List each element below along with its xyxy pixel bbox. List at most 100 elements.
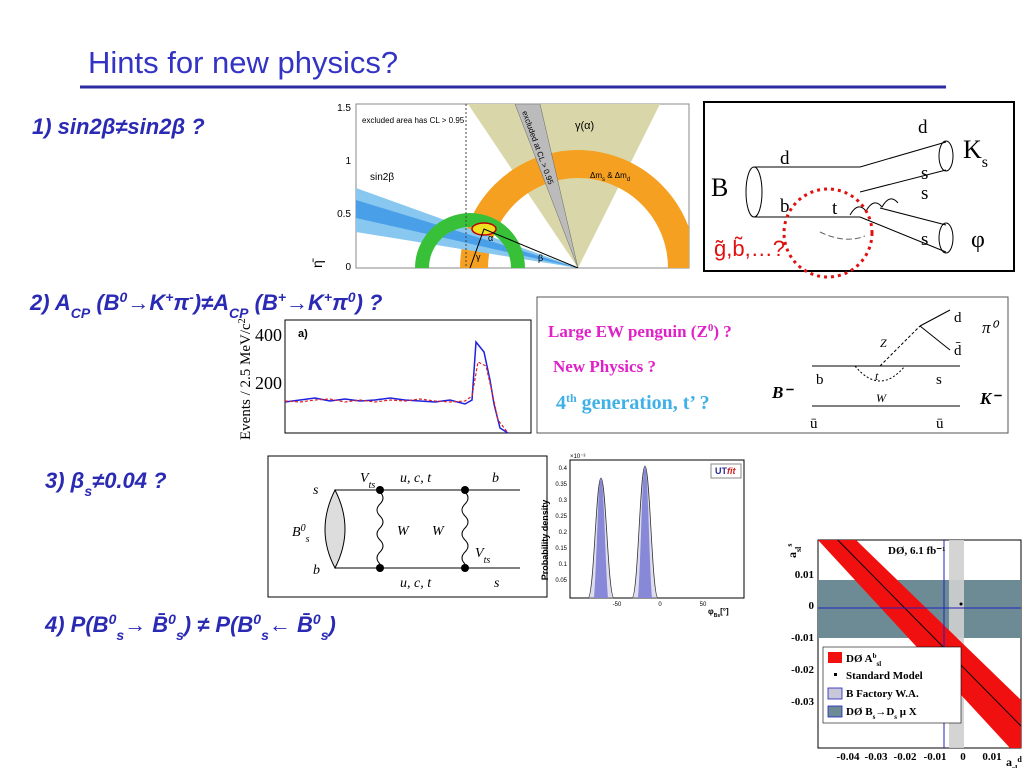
label: Vts — [360, 471, 375, 491]
circle-shape — [461, 486, 469, 494]
text-part: ) ? — [713, 322, 731, 341]
tick-label: 0.05 — [555, 578, 567, 584]
text-part: B — [292, 525, 301, 540]
label: b — [313, 563, 320, 578]
label: π⁰ — [982, 318, 1000, 337]
label: Large EW penguin (Z0) ? — [548, 322, 732, 341]
tick-label: 0 — [658, 602, 662, 608]
label: s — [921, 183, 928, 204]
text-part: 0 — [168, 611, 176, 627]
tick-label: -0.02 — [894, 751, 917, 763]
path-shape — [594, 478, 608, 598]
label: α — [488, 233, 493, 243]
text-part: → — [124, 612, 152, 637]
label: t — [875, 369, 879, 383]
axis-label: asls — [785, 544, 803, 558]
text-part: 0 — [120, 289, 128, 305]
rect-shape — [267, 455, 548, 598]
label: B — [711, 173, 728, 202]
text-part: d — [1017, 755, 1022, 764]
text-part: 3) β — [45, 468, 84, 493]
line-shape — [879, 207, 947, 226]
tick-label: -0.02 — [791, 664, 814, 676]
text-part: B̄ — [152, 612, 168, 637]
legend-entry: B Factory W.A. — [846, 688, 919, 700]
label: K⁻ — [979, 389, 1002, 408]
label: b — [492, 471, 499, 486]
polyline-shape — [284, 361, 509, 434]
circle-shape — [376, 564, 384, 572]
text-part: UT — [715, 466, 727, 476]
path-shape — [819, 231, 866, 240]
histogram-figure: 400 200 Events / 2.5 MeV/c2 a) — [237, 318, 532, 440]
line-shape — [859, 216, 947, 253]
polyline-shape — [469, 228, 579, 268]
rect-shape — [822, 646, 962, 724]
text-part: DØ A — [846, 653, 873, 665]
label: s — [921, 163, 928, 184]
text-part: →K — [286, 290, 326, 315]
polygon-shape — [514, 104, 579, 268]
text-part: b — [873, 652, 877, 660]
text-part: s — [306, 534, 310, 545]
line-shape — [919, 309, 951, 327]
label: φ — [971, 227, 985, 253]
slide-title: Hints for new physics? — [88, 45, 398, 80]
text-part: s — [894, 713, 897, 721]
tick-label: 200 — [255, 373, 282, 393]
line-shape — [859, 169, 947, 193]
tick-label: 0.15 — [555, 546, 567, 552]
ellipse-shape — [938, 222, 954, 254]
text-part: s — [176, 627, 184, 643]
text-part: Bs — [714, 613, 721, 619]
polyline-shape — [284, 340, 509, 434]
axis-label: η̄ — [309, 258, 325, 268]
tick-label: 0.01 — [795, 569, 814, 581]
text-part: φ — [708, 607, 714, 616]
tick-label: 0 — [960, 751, 966, 763]
text-part: CP — [71, 305, 91, 321]
text-part: fit — [727, 466, 736, 476]
text-part: π — [332, 290, 348, 315]
text-part: (B — [90, 290, 119, 315]
label: W — [876, 391, 887, 405]
label: ū — [810, 416, 818, 432]
panel-label: a) — [298, 328, 308, 340]
path-shape — [415, 213, 525, 268]
tick-label: 0.25 — [555, 514, 567, 520]
text-part: 0 — [253, 611, 261, 627]
label: γ — [476, 252, 481, 262]
path-shape — [638, 466, 652, 598]
text-part: ≠0.04 ? — [92, 468, 166, 493]
text-part: 0 — [301, 523, 306, 534]
logo: UTfit — [715, 466, 736, 476]
label: B⁻ — [771, 383, 794, 402]
text-part: d — [627, 177, 630, 183]
tick-label: -0.04 — [837, 751, 860, 763]
text-part: CP — [229, 305, 249, 321]
legend-entry: DØ Bs→Ds μ X — [846, 706, 917, 721]
path-shape — [461, 491, 469, 565]
text-part: μ X — [897, 706, 917, 718]
text-part: →D — [875, 706, 894, 718]
text-part: s — [602, 177, 605, 183]
text-part: ) — [326, 612, 335, 637]
legend-entry: DØ Absl — [846, 652, 881, 668]
label: t — [832, 198, 838, 219]
label: sin2β — [370, 172, 394, 183]
hint-4: 4) P(B0s→ B̄0s) ≠ P(B0s← B̄0s) — [44, 611, 336, 643]
axis-exponent: ×10⁻³ — [570, 454, 585, 460]
label: s — [936, 372, 942, 388]
hint-3: 3) βs≠0.04 ? — [45, 468, 167, 499]
rect-shape — [359, 114, 465, 126]
label: γ(α) — [575, 120, 594, 132]
legend-entry: Standard Model — [846, 670, 923, 682]
text-part: B̄ — [297, 612, 313, 637]
label: b — [780, 196, 790, 217]
tick-label: -0.01 — [791, 632, 814, 644]
text-part: & Δm — [605, 171, 627, 180]
text-part: Large EW penguin (Z — [548, 322, 708, 341]
label: β — [538, 253, 543, 263]
rect-shape — [827, 705, 843, 718]
